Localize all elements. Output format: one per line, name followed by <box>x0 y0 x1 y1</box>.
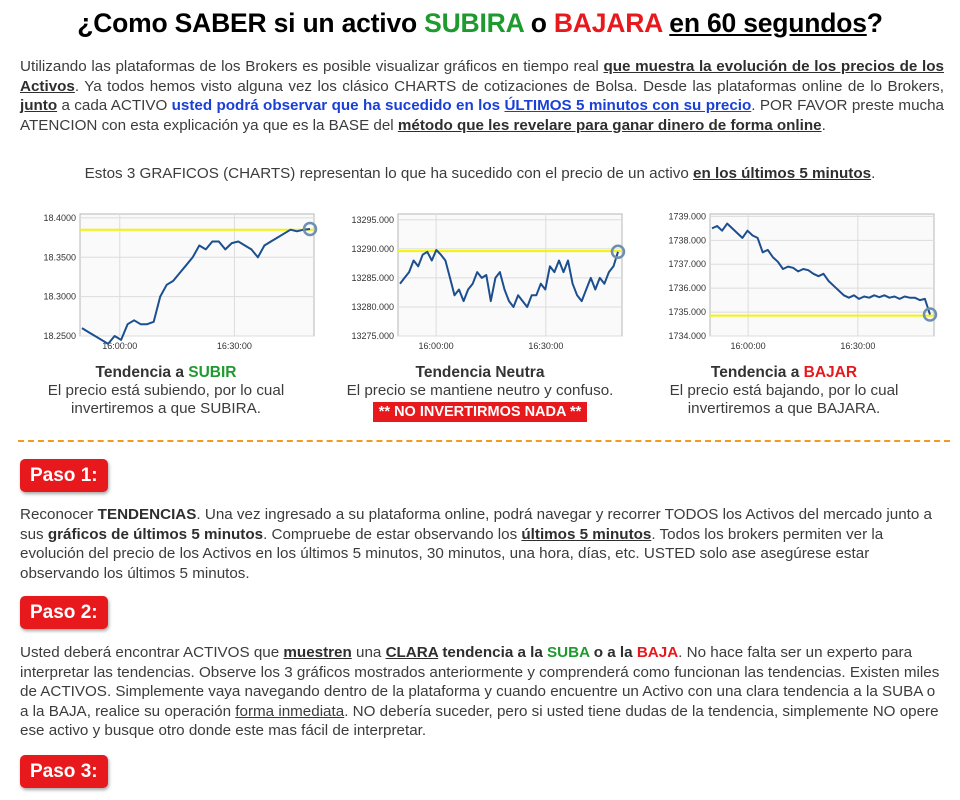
last-price-marker <box>302 221 318 237</box>
chart-up: 18.4000 18.3500 18.3000 18.2500 16:00:00 16:3… <box>28 206 318 356</box>
title-text-or: o <box>523 8 554 38</box>
caption-head-text: Tendencia a <box>710 364 804 381</box>
x-tick-label: 16:30:00 <box>528 341 563 351</box>
intro-text: . POR FAVOR preste mucha ATENCION con es… <box>20 97 945 134</box>
y-tick-label: 13295.000 <box>351 215 394 225</box>
step-2-text: Usted deberá encontrar ACTIVOS que muest… <box>20 643 944 741</box>
x-tick-label: 16:30:00 <box>217 341 252 351</box>
title-time: en 60 segundos <box>669 8 867 38</box>
caption-down: Tendencia a BAJAR El precio está bajando… <box>634 364 934 418</box>
step-bold: tendencia a la <box>438 644 548 661</box>
caption-down-head: Tendencia a BAJAR <box>634 364 934 382</box>
y-tick-label: 18.2500 <box>43 331 76 341</box>
intro-bold: método que les revelare para ganar diner… <box>397 116 822 134</box>
x-tick-label: 16:00:00 <box>731 341 766 351</box>
series-line <box>399 249 619 308</box>
caption-up-line2: invertiremos a que SUBIRA. <box>71 400 261 417</box>
caption-up: Tendencia a SUBIR El precio está subiend… <box>16 364 316 418</box>
y-tick-label: 1738.000 <box>668 235 706 245</box>
step-2-badge: Paso 2: <box>20 596 108 629</box>
y-tick-label: 13285.000 <box>351 273 394 283</box>
caption-head-text: Tendencia a <box>95 364 189 381</box>
plot-area <box>79 213 315 337</box>
y-tick-label: 1736.000 <box>668 283 706 293</box>
step-bold-underline: muestren <box>283 644 352 661</box>
series-line <box>711 222 931 315</box>
step-bold-underline: últimos 5 minutos <box>521 525 652 543</box>
charts-caption: Estos 3 GRAFICOS (CHARTS) representan lo… <box>0 165 960 182</box>
title-down-word: BAJARA <box>553 8 663 38</box>
y-tick-label: 13290.000 <box>351 244 394 254</box>
last-price-marker <box>610 244 626 260</box>
y-tick-label: 13280.000 <box>351 302 394 312</box>
intro-blue-text: usted podrá observar que ha sucedido en … <box>171 97 505 115</box>
y-tick-label: 13275.000 <box>351 331 394 341</box>
intro-bold: junto <box>20 97 58 115</box>
chart-up-svg: 18.4000 18.3500 18.3000 18.2500 16:00:00 16:3… <box>43 213 318 351</box>
x-tick-label: 16:00:00 <box>102 341 137 351</box>
last-price-marker <box>922 307 938 322</box>
y-tick-label: 1739.000 <box>668 211 706 221</box>
dashed-divider <box>18 440 950 442</box>
y-tick-label: 18.3500 <box>43 252 76 262</box>
x-tick-label: 16:00:00 <box>419 341 454 351</box>
caption-down-line2: invertiremos a que BAJARA. <box>687 400 881 417</box>
caption-neutral-line1: El precio se mantiene neutro y confuso. <box>346 382 614 399</box>
step-text-span: Usted deberá encontrar ACTIVOS que <box>20 644 284 661</box>
page-title: ¿Como SABER si un activo SUBIRA o BAJARA… <box>0 8 960 39</box>
x-tick-label: 16:30:00 <box>840 341 875 351</box>
y-tick-label: 18.3000 <box>43 292 76 302</box>
intro-text: Utilizando las plataformas de los Broker… <box>20 58 604 75</box>
step-1-badge: Paso 1: <box>20 459 108 492</box>
intro-blue-underline: ÚLTIMOS 5 minutos con su precio <box>504 97 752 115</box>
intro-paragraph: Utilizando las plataformas de los Broker… <box>20 57 944 135</box>
y-tick-label: 1734.000 <box>668 331 706 341</box>
step-text-span: Reconocer <box>20 506 98 523</box>
chart-neutral-svg: 13295.000 13290.000 13285.000 13280.000 1327… <box>351 213 626 351</box>
step-text-span: . NO debería suceder, pero si usted tien… <box>20 702 939 740</box>
charts-caption-end: . <box>871 165 876 182</box>
chart-down-svg: 1739.000 1738.000 1737.000 1736.000 1735.000… <box>668 211 938 351</box>
intro-text: . Ya todos hemos visto alguna vez los cl… <box>74 77 944 95</box>
caption-neutral: Tendencia Neutra El precio se mantiene n… <box>330 364 630 422</box>
caption-neutral-head: Tendencia Neutra <box>415 364 545 381</box>
plot-area <box>397 213 623 337</box>
caption-up-head: Tendencia a SUBIR <box>16 364 316 382</box>
charts-caption-text: Estos 3 GRAFICOS (CHARTS) representan lo… <box>84 165 694 182</box>
step-green-word: SUBA <box>547 644 590 661</box>
charts-caption-bold: en los últimos 5 minutos <box>693 165 872 182</box>
chart-down: 1739.000 1738.000 1737.000 1736.000 1735.000… <box>648 206 938 356</box>
y-tick-label: 18.4000 <box>43 213 76 223</box>
step-red-word: BAJA <box>636 644 679 661</box>
title-text: ¿Como SABER si un activo <box>77 8 425 38</box>
step-text-span: . Una vez ingresado a su plataforma onli… <box>20 506 932 543</box>
title-qmark: ? <box>866 8 883 38</box>
step-text-span: una <box>351 644 386 661</box>
step-text-span: . No hace falta ser un experto para inte… <box>20 644 940 720</box>
title-up-word: SUBIRA <box>424 8 524 38</box>
caption-head-word: BAJAR <box>803 364 858 381</box>
intro-text: a cada ACTIVO <box>57 97 172 115</box>
no-invest-badge: ** NO INVERTIRMOS NADA ** <box>372 402 588 422</box>
step-text-span: . Todos los brokers permiten ver la evol… <box>20 525 884 582</box>
caption-head-word: SUBIR <box>188 364 237 381</box>
step-3-badge: Paso 3: <box>20 755 108 788</box>
y-tick-label: 1735.000 <box>668 307 706 317</box>
step-bold: o a la <box>589 644 637 661</box>
chart-neutral: 13295.000 13290.000 13285.000 13280.000 1327… <box>336 206 626 356</box>
step-text-span: . Compruebe de estar observando los <box>263 525 522 543</box>
step-bold: gráficos de últimos 5 minutos <box>47 525 264 543</box>
intro-blue: usted podrá observar que ha sucedido en … <box>172 97 752 114</box>
step-bold: TENDENCIAS <box>97 506 197 523</box>
intro-text: . <box>821 116 826 134</box>
caption-down-line1: El precio está bajando, por lo cual <box>669 382 899 399</box>
caption-up-line1: El precio está subiendo, por lo cual <box>47 382 285 399</box>
step-underline: forma inmediata <box>235 702 345 720</box>
step-bold-underline: CLARA <box>385 644 439 661</box>
y-tick-label: 1737.000 <box>668 259 706 269</box>
step-1-text: Reconocer TENDENCIAS. Una vez ingresado … <box>20 505 944 583</box>
intro-bold: que muestra la evolución de los precios … <box>20 58 944 95</box>
series-line <box>81 228 311 345</box>
